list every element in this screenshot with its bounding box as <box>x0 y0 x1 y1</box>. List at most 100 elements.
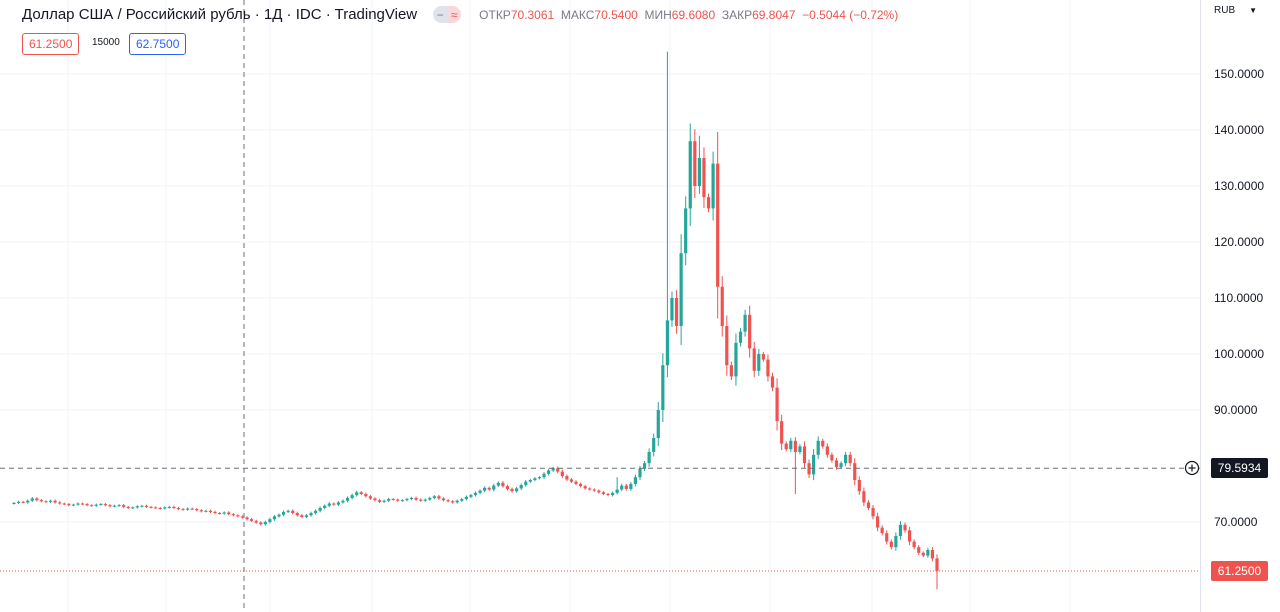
candle-body <box>693 141 697 186</box>
candle-body <box>853 463 857 480</box>
candle-body <box>784 443 788 450</box>
candle-body <box>300 515 304 517</box>
candle-body <box>263 522 267 525</box>
candle-body <box>894 536 898 548</box>
ohlc-values: ОТКР70.3061 МАКС70.5400 МИН69.6080 ЗАКР6… <box>479 8 898 22</box>
sell-price-button[interactable]: 61.2500 <box>22 33 80 55</box>
candle-body <box>44 501 48 503</box>
approx-icon[interactable]: ≈ <box>447 6 462 23</box>
candle-body <box>633 477 638 484</box>
candle-body <box>286 510 290 512</box>
candle-body <box>16 501 21 503</box>
candle-body <box>903 524 907 531</box>
candle-body <box>802 446 807 464</box>
candle-body <box>341 500 345 503</box>
candle-body <box>752 348 756 371</box>
candle-body <box>738 331 743 343</box>
y-tick-label: 90.0000 <box>1214 403 1258 417</box>
quantity-label[interactable]: 15000 <box>92 37 120 48</box>
plus-circle-icon[interactable] <box>1184 460 1200 476</box>
candle-body <box>48 500 53 502</box>
candle-body <box>172 506 176 508</box>
candle-body <box>921 552 925 556</box>
candle-body <box>848 454 852 464</box>
candle-body <box>807 463 811 475</box>
candle-body <box>359 492 363 494</box>
candle-body <box>268 519 272 522</box>
candle-body <box>583 486 587 489</box>
candle-body <box>907 530 912 542</box>
candle-body <box>218 513 222 515</box>
candle-body <box>638 468 642 478</box>
candle-body <box>501 482 505 487</box>
candle-body <box>821 440 825 447</box>
candle-body <box>857 480 861 492</box>
minus-icon[interactable]: − <box>433 6 448 23</box>
candle-body <box>163 507 167 509</box>
candle-body <box>720 286 724 326</box>
candle-body <box>309 513 313 516</box>
buy-price-button[interactable]: 62.7500 <box>129 33 187 55</box>
candle-body <box>291 510 295 514</box>
candle-body <box>825 446 829 455</box>
candle-body <box>725 326 729 366</box>
candle-body <box>373 498 377 501</box>
candle-body <box>21 501 25 503</box>
candle-body <box>844 454 848 464</box>
candle-body <box>697 158 701 186</box>
candle-body <box>515 488 519 492</box>
candle-body <box>446 500 450 502</box>
candle-body <box>368 496 373 499</box>
candle-body <box>259 522 263 525</box>
candle-body <box>519 485 523 489</box>
grid-lines <box>0 0 1201 612</box>
low-label: МИН <box>644 7 672 22</box>
candle-body <box>460 499 464 501</box>
candle-body <box>789 440 793 450</box>
candle-body <box>414 497 418 500</box>
high-label: МАКС <box>560 7 595 22</box>
candle-body <box>560 471 564 477</box>
candle-body <box>812 454 816 475</box>
candle-body <box>743 314 747 332</box>
y-tick-label: 110.0000 <box>1214 291 1263 305</box>
candle-body <box>76 503 80 505</box>
candle-body <box>240 516 245 518</box>
candle-body <box>428 497 432 500</box>
candle-body <box>492 485 496 490</box>
y-tick-label: 70.0000 <box>1214 515 1258 529</box>
candle-body <box>688 141 692 209</box>
candle-body <box>679 253 683 326</box>
candle-body <box>405 499 409 501</box>
candle-body <box>90 505 94 507</box>
candle-body <box>117 505 121 507</box>
candle-body <box>254 520 258 523</box>
candle-body <box>889 541 893 548</box>
candle-body <box>419 499 423 501</box>
currency-selector[interactable]: RUB ▼ <box>1214 5 1257 16</box>
candle-body <box>355 492 359 496</box>
candle-body <box>186 508 190 510</box>
candle-body <box>455 500 459 503</box>
candle-body <box>574 481 578 484</box>
symbol-title[interactable]: Доллар США / Российский рубль · 1Д · IDC… <box>22 6 418 23</box>
candle-body <box>154 507 158 509</box>
candle-body <box>880 527 884 534</box>
open-label: ОТКР <box>479 7 511 22</box>
candle-body <box>816 440 820 455</box>
legend-pill[interactable]: − ≈ <box>433 6 462 23</box>
candle-body <box>729 365 733 377</box>
candle-body <box>423 499 427 501</box>
candle-body <box>601 492 606 494</box>
candle-body <box>195 509 199 511</box>
candle-body <box>250 519 254 521</box>
candle-body <box>213 511 217 514</box>
y-tick-label: 140.0000 <box>1214 123 1264 137</box>
candle-body <box>935 558 939 571</box>
candle-body <box>478 490 482 493</box>
candle-body <box>620 485 624 490</box>
candle-body <box>391 499 395 501</box>
candle-body <box>222 512 226 514</box>
